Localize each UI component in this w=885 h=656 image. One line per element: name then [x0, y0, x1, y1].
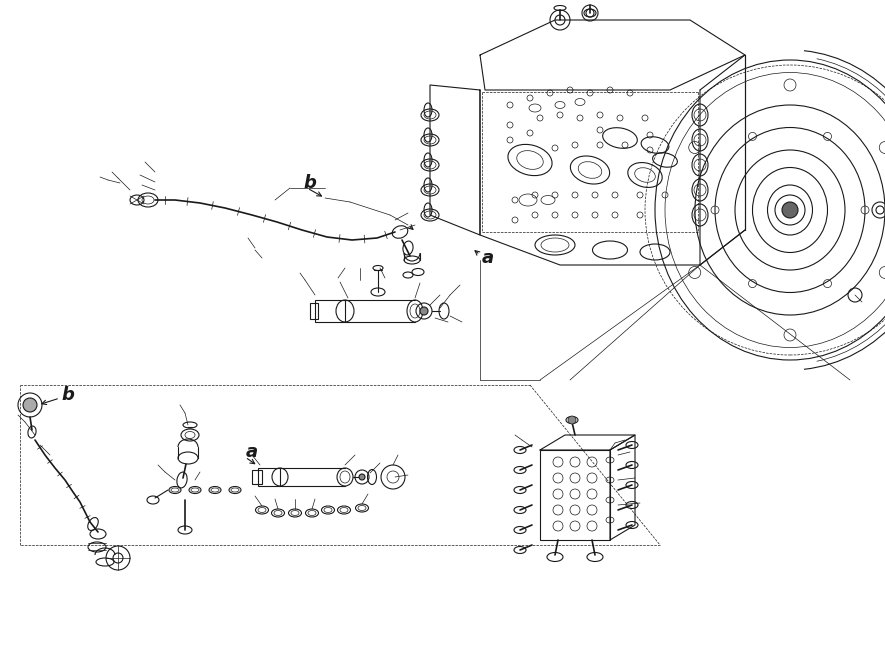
Bar — [252, 470, 262, 484]
Text: b: b — [62, 386, 74, 404]
Text: a: a — [246, 443, 258, 461]
Bar — [258, 468, 280, 486]
Circle shape — [568, 416, 576, 424]
Bar — [315, 300, 345, 322]
Bar — [540, 450, 610, 540]
Circle shape — [420, 307, 428, 315]
Circle shape — [359, 474, 365, 480]
Bar — [310, 303, 318, 319]
Circle shape — [782, 202, 798, 218]
Text: b: b — [304, 174, 317, 192]
Circle shape — [23, 398, 37, 412]
Text: a: a — [482, 249, 494, 267]
